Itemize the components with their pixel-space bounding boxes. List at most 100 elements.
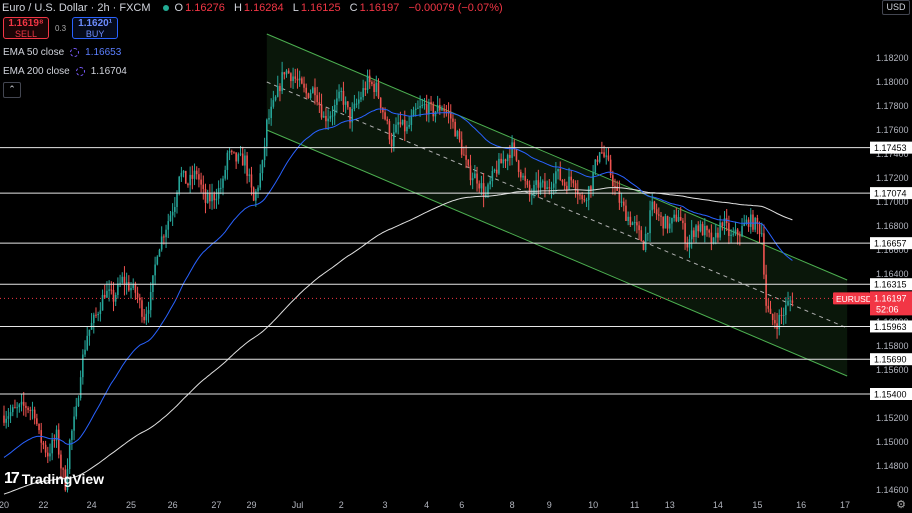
candle-body	[165, 229, 167, 238]
candle-body	[723, 218, 726, 226]
candle-body	[456, 131, 459, 137]
level-price-tag	[870, 187, 912, 200]
candle-body	[20, 401, 23, 405]
candle-body	[725, 218, 728, 224]
candle-body	[121, 276, 124, 283]
candle-body	[660, 215, 662, 217]
ema50-legend[interactable]: EMA 50 close 1.16653	[3, 47, 122, 58]
y-tick-label: 1.15600	[876, 365, 909, 375]
gear-icon[interactable]: ⚙	[896, 499, 906, 511]
candle-body	[371, 82, 373, 84]
candle-body	[136, 292, 139, 298]
candle-body	[480, 183, 483, 189]
x-tick-label: 3	[383, 500, 388, 510]
candle-body	[11, 407, 14, 413]
candle-body	[644, 233, 647, 251]
collapse-legend-button[interactable]: ⌃	[3, 82, 21, 98]
candle-body	[493, 169, 496, 172]
candle-body	[86, 335, 89, 350]
candle-body	[511, 142, 513, 158]
y-tick-label: 1.14800	[876, 461, 909, 471]
candle-body	[756, 217, 759, 224]
candle-body	[546, 187, 548, 190]
candle-body	[498, 158, 500, 174]
candle-body	[741, 226, 743, 237]
candle-body	[320, 104, 323, 118]
ema200-legend[interactable]: EMA 200 close 1.16704	[3, 66, 127, 77]
candle-body	[679, 217, 682, 221]
candle-body	[403, 119, 406, 132]
candle-body	[714, 232, 717, 238]
candle-body	[373, 83, 375, 92]
candle-body	[368, 75, 371, 83]
candle-body	[489, 181, 491, 185]
candle-body	[57, 429, 60, 455]
candle-body	[108, 289, 110, 291]
level-price-label: 1.17453	[874, 143, 907, 153]
candle-body	[686, 243, 689, 248]
candle-body	[739, 235, 741, 237]
candle-body	[423, 104, 426, 106]
x-tick-label: 20	[0, 500, 9, 510]
candle-body	[114, 294, 117, 302]
candle-body	[171, 211, 174, 216]
candle-body	[143, 316, 145, 321]
candle-body	[311, 87, 314, 94]
candle-body	[296, 78, 299, 81]
candle-body	[699, 224, 702, 232]
candle-body	[9, 412, 12, 417]
candle-body	[224, 169, 226, 179]
candle-body	[16, 407, 18, 409]
candle-body	[167, 221, 170, 230]
indicator-settings-icon[interactable]	[75, 67, 85, 76]
candle-body	[123, 276, 126, 285]
candle-body	[745, 219, 748, 224]
candle-body	[145, 313, 148, 321]
buy-button[interactable]: 1.1620¹ BUY	[72, 17, 119, 39]
channel-mid-line	[266, 81, 848, 329]
candle-body	[99, 310, 102, 314]
candle-body	[590, 186, 592, 190]
candle-body	[774, 320, 776, 324]
symbol-title[interactable]: Euro / U.S. Dollar · 2h · FXCM	[2, 2, 151, 14]
candle-body	[132, 283, 135, 289]
candle-body	[789, 300, 792, 302]
candle-body	[202, 184, 205, 189]
indicator-settings-icon[interactable]	[70, 48, 80, 57]
sell-button[interactable]: 1.1619⁸ SELL	[3, 17, 49, 39]
candle-body	[228, 150, 231, 153]
candle-body	[279, 86, 281, 92]
candle-body	[592, 172, 594, 190]
candle-body	[467, 159, 470, 166]
candle-body	[106, 290, 108, 298]
candle-body	[474, 173, 476, 179]
y-tick-label: 1.18200	[876, 53, 909, 63]
candle-body	[574, 183, 577, 191]
candle-body	[180, 172, 183, 177]
candle-body	[342, 90, 345, 105]
candle-body	[533, 184, 535, 195]
candle-body	[60, 454, 62, 469]
candle-body	[79, 377, 82, 399]
candle-body	[517, 160, 520, 172]
candle-body	[393, 132, 395, 147]
candle-body	[653, 201, 656, 210]
candle-body	[3, 415, 5, 423]
candle-body	[408, 125, 410, 127]
x-tick-label: 22	[38, 500, 48, 510]
y-tick-label: 1.17400	[876, 149, 909, 159]
candle-body	[439, 104, 441, 111]
candle-body	[642, 241, 645, 251]
candle-body	[520, 171, 522, 178]
candle-body	[785, 305, 787, 315]
candle-body	[754, 217, 756, 230]
candle-body	[206, 193, 209, 203]
currency-button[interactable]: USD	[882, 0, 910, 15]
candle-body	[566, 185, 568, 190]
y-tick-label: 1.18000	[876, 77, 909, 87]
candle-body	[125, 282, 128, 285]
candle-body	[184, 170, 187, 184]
candle-body	[787, 301, 789, 306]
